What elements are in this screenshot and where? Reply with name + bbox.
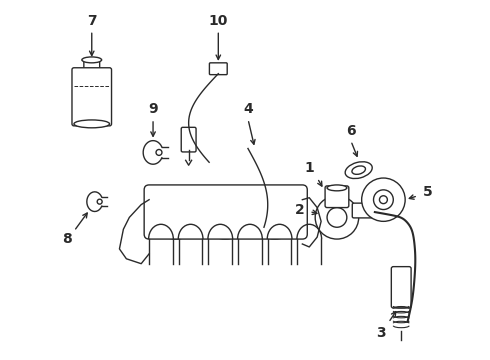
FancyBboxPatch shape xyxy=(209,63,227,75)
FancyBboxPatch shape xyxy=(84,59,99,71)
Circle shape xyxy=(327,208,347,227)
Text: 9: 9 xyxy=(148,102,158,116)
Circle shape xyxy=(156,149,162,156)
Ellipse shape xyxy=(74,120,110,128)
Circle shape xyxy=(315,196,359,239)
Text: 4: 4 xyxy=(243,102,253,116)
Text: 6: 6 xyxy=(346,124,356,138)
Text: 2: 2 xyxy=(294,203,304,216)
Ellipse shape xyxy=(352,166,366,174)
FancyBboxPatch shape xyxy=(392,267,411,308)
FancyBboxPatch shape xyxy=(325,186,349,208)
Ellipse shape xyxy=(82,57,101,63)
Ellipse shape xyxy=(345,162,372,179)
Text: 7: 7 xyxy=(87,14,97,27)
Circle shape xyxy=(97,199,102,204)
Circle shape xyxy=(362,178,405,221)
Ellipse shape xyxy=(247,190,302,239)
FancyBboxPatch shape xyxy=(181,127,196,152)
Circle shape xyxy=(373,190,393,210)
FancyBboxPatch shape xyxy=(352,203,373,218)
Text: 10: 10 xyxy=(209,14,228,27)
FancyBboxPatch shape xyxy=(144,185,307,239)
Text: 5: 5 xyxy=(423,185,433,199)
Text: 8: 8 xyxy=(62,232,72,246)
Text: 3: 3 xyxy=(376,325,385,339)
FancyBboxPatch shape xyxy=(72,68,112,126)
Circle shape xyxy=(379,196,388,204)
Text: 1: 1 xyxy=(304,161,314,175)
FancyBboxPatch shape xyxy=(252,223,264,231)
Ellipse shape xyxy=(327,185,347,191)
Ellipse shape xyxy=(198,190,252,239)
Ellipse shape xyxy=(148,190,203,239)
